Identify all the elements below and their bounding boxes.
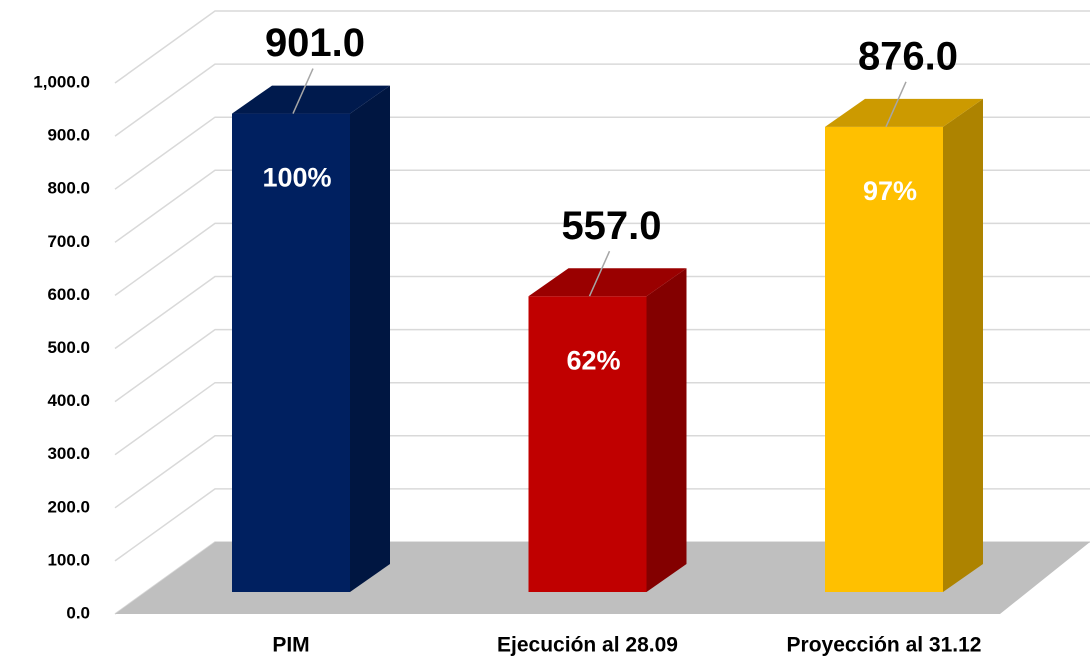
y-tick-label: 200.0: [47, 497, 90, 516]
y-tick-label: 500.0: [47, 338, 90, 357]
value-label: 901.0: [265, 21, 365, 65]
y-tick-label: 1,000.0: [33, 72, 90, 91]
grid-line: [114, 328, 1090, 403]
grid-line: [114, 169, 1090, 243]
leader-line: [292, 68, 314, 114]
grid-line: [114, 222, 1090, 297]
leader-line: [885, 81, 907, 128]
y-tick-label: 600.0: [47, 285, 90, 304]
bar-top: [232, 85, 390, 114]
x-tick-label: PIM: [272, 634, 309, 657]
y-tick-label: 0.0: [66, 603, 90, 622]
leader-line: [588, 250, 611, 297]
grid-line: [114, 488, 1090, 562]
bar-side: [350, 85, 390, 592]
y-tick-label: 900.0: [47, 126, 90, 145]
grid-line: [114, 116, 1090, 190]
y-tick-label: 700.0: [47, 232, 90, 251]
bar-label: 62%: [566, 345, 620, 375]
grid-line: [114, 63, 1090, 137]
x-tick-label: Proyección al 31.12: [787, 634, 982, 657]
bar-top: [528, 268, 687, 297]
bar-top: [825, 98, 983, 127]
grid-line: [114, 275, 1090, 350]
y-tick-label: 100.0: [47, 550, 90, 569]
bar: [528, 296, 647, 592]
y-tick-label: 800.0: [47, 179, 90, 198]
y-tick-label: 400.0: [47, 391, 90, 410]
grid-line: [114, 435, 1090, 509]
grid-line: [114, 10, 1090, 84]
value-label: 876.0: [858, 34, 958, 78]
bar-label: 97%: [863, 176, 917, 206]
bar-side: [646, 268, 687, 592]
grid-line: [114, 381, 1090, 456]
x-tick-label: Ejecución al 28.09: [497, 634, 678, 657]
bar-side: [943, 98, 983, 593]
y-tick-label: 300.0: [47, 444, 90, 463]
bar-label: 100%: [262, 163, 331, 193]
value-label: 557.0: [561, 204, 661, 248]
bar: [232, 113, 350, 592]
bar: [825, 126, 943, 593]
